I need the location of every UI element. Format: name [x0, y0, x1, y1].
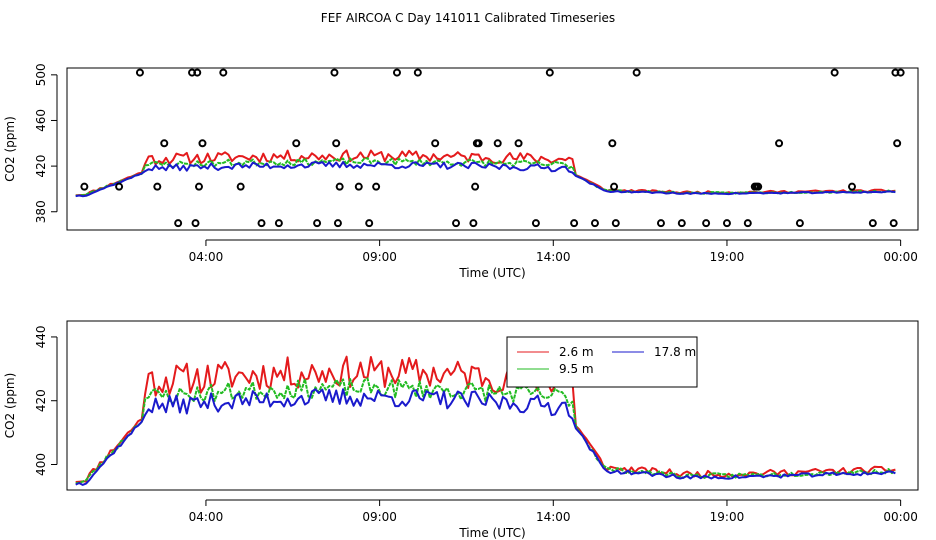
flag-point — [590, 219, 599, 228]
flag-point — [313, 219, 322, 228]
flag-point — [257, 219, 266, 228]
y-axis-label: CO2 (ppm) — [3, 373, 17, 439]
flag-point — [656, 219, 665, 228]
y-tick-label: 420 — [34, 155, 48, 178]
x-tick-label: 00:00 — [883, 510, 918, 524]
flag-point — [722, 219, 731, 228]
flag-point — [115, 182, 124, 191]
flag-point — [135, 68, 144, 77]
flag-point — [198, 139, 207, 148]
x-tick-label: 04:00 — [189, 510, 224, 524]
flag-point — [174, 219, 183, 228]
flag-point — [431, 139, 440, 148]
flag-point — [611, 219, 620, 228]
flag-point — [893, 139, 902, 148]
flag-point — [848, 182, 857, 191]
series-line-17-8-m — [75, 161, 896, 198]
y-tick-label: 420 — [34, 389, 48, 412]
flag-point — [335, 182, 344, 191]
flag-point — [471, 182, 480, 191]
flag-point — [274, 219, 283, 228]
flag-point — [392, 68, 401, 77]
flag-point — [632, 68, 641, 77]
flag-point — [514, 139, 523, 148]
flag-point — [610, 182, 619, 191]
flag-point — [608, 139, 617, 148]
y-tick-label: 400 — [34, 453, 48, 476]
y-axis-label: CO2 (ppm) — [3, 116, 17, 182]
y-tick-label: 380 — [34, 200, 48, 223]
flag-point — [830, 68, 839, 77]
chart-title: FEF AIRCOA C Day 141011 Calibrated Times… — [321, 11, 615, 25]
flag-point — [743, 219, 752, 228]
x-tick-label: 19:00 — [710, 510, 745, 524]
flag-point — [191, 219, 200, 228]
flag-point — [474, 139, 483, 148]
legend-label: 9.5 m — [559, 362, 594, 376]
legend-label: 2.6 m — [559, 345, 594, 359]
x-tick-label: 09:00 — [362, 250, 397, 264]
series-line-17-8-m — [75, 388, 896, 486]
flag-point — [795, 219, 804, 228]
flag-point — [292, 139, 301, 148]
flag-point — [889, 219, 898, 228]
flag-point — [333, 219, 342, 228]
flag-point — [332, 139, 341, 148]
flag-point — [531, 219, 540, 228]
flag-point — [868, 219, 877, 228]
flag-point — [153, 182, 162, 191]
flag-point — [452, 219, 461, 228]
flag-point — [236, 182, 245, 191]
flag-point — [896, 68, 905, 77]
flag-point — [413, 68, 422, 77]
flag-point — [219, 68, 228, 77]
flag-point — [80, 182, 89, 191]
series-line-2-6-m — [75, 355, 896, 483]
x-tick-label: 14:00 — [536, 250, 571, 264]
flag-point — [493, 139, 502, 148]
x-axis-label: Time (UTC) — [458, 266, 525, 280]
series-line-2-6-m — [75, 149, 896, 197]
x-tick-label: 09:00 — [362, 510, 397, 524]
plot-frame — [66, 320, 919, 491]
x-tick-label: 14:00 — [536, 510, 571, 524]
bottom-panel: 04:00 09:00 14:00 19:00 00:00 Time (UTC) 400 42… — [3, 320, 919, 540]
flag-point — [469, 219, 478, 228]
flag-point — [702, 219, 711, 228]
flag-point — [677, 219, 686, 228]
flag-point — [754, 182, 763, 191]
x-axis-label: Time (UTC) — [458, 526, 525, 540]
series-line-9-5-m — [75, 377, 896, 485]
flag-point — [330, 68, 339, 77]
legend-label: 17.8 m — [654, 345, 696, 359]
flag-point — [545, 68, 554, 77]
flag-point — [365, 219, 374, 228]
flag-point — [372, 182, 381, 191]
y-tick-label: 460 — [34, 109, 48, 132]
flag-point — [194, 182, 203, 191]
flag-point — [354, 182, 363, 191]
y-tick-label: 500 — [34, 63, 48, 86]
x-tick-label: 19:00 — [710, 250, 745, 264]
x-tick-label: 00:00 — [883, 250, 918, 264]
flag-point — [160, 139, 169, 148]
legend: 2.6 m 17.8 m 9.5 m — [506, 336, 698, 388]
y-tick-label: 440 — [34, 325, 48, 348]
flag-point — [775, 139, 784, 148]
top-panel: 04:00 09:00 14:00 19:00 00:00 Time (UTC) 380 42… — [3, 63, 919, 280]
plot-frame — [66, 67, 919, 231]
flag-point — [193, 68, 202, 77]
flag-point — [570, 219, 579, 228]
x-tick-label: 04:00 — [189, 250, 224, 264]
